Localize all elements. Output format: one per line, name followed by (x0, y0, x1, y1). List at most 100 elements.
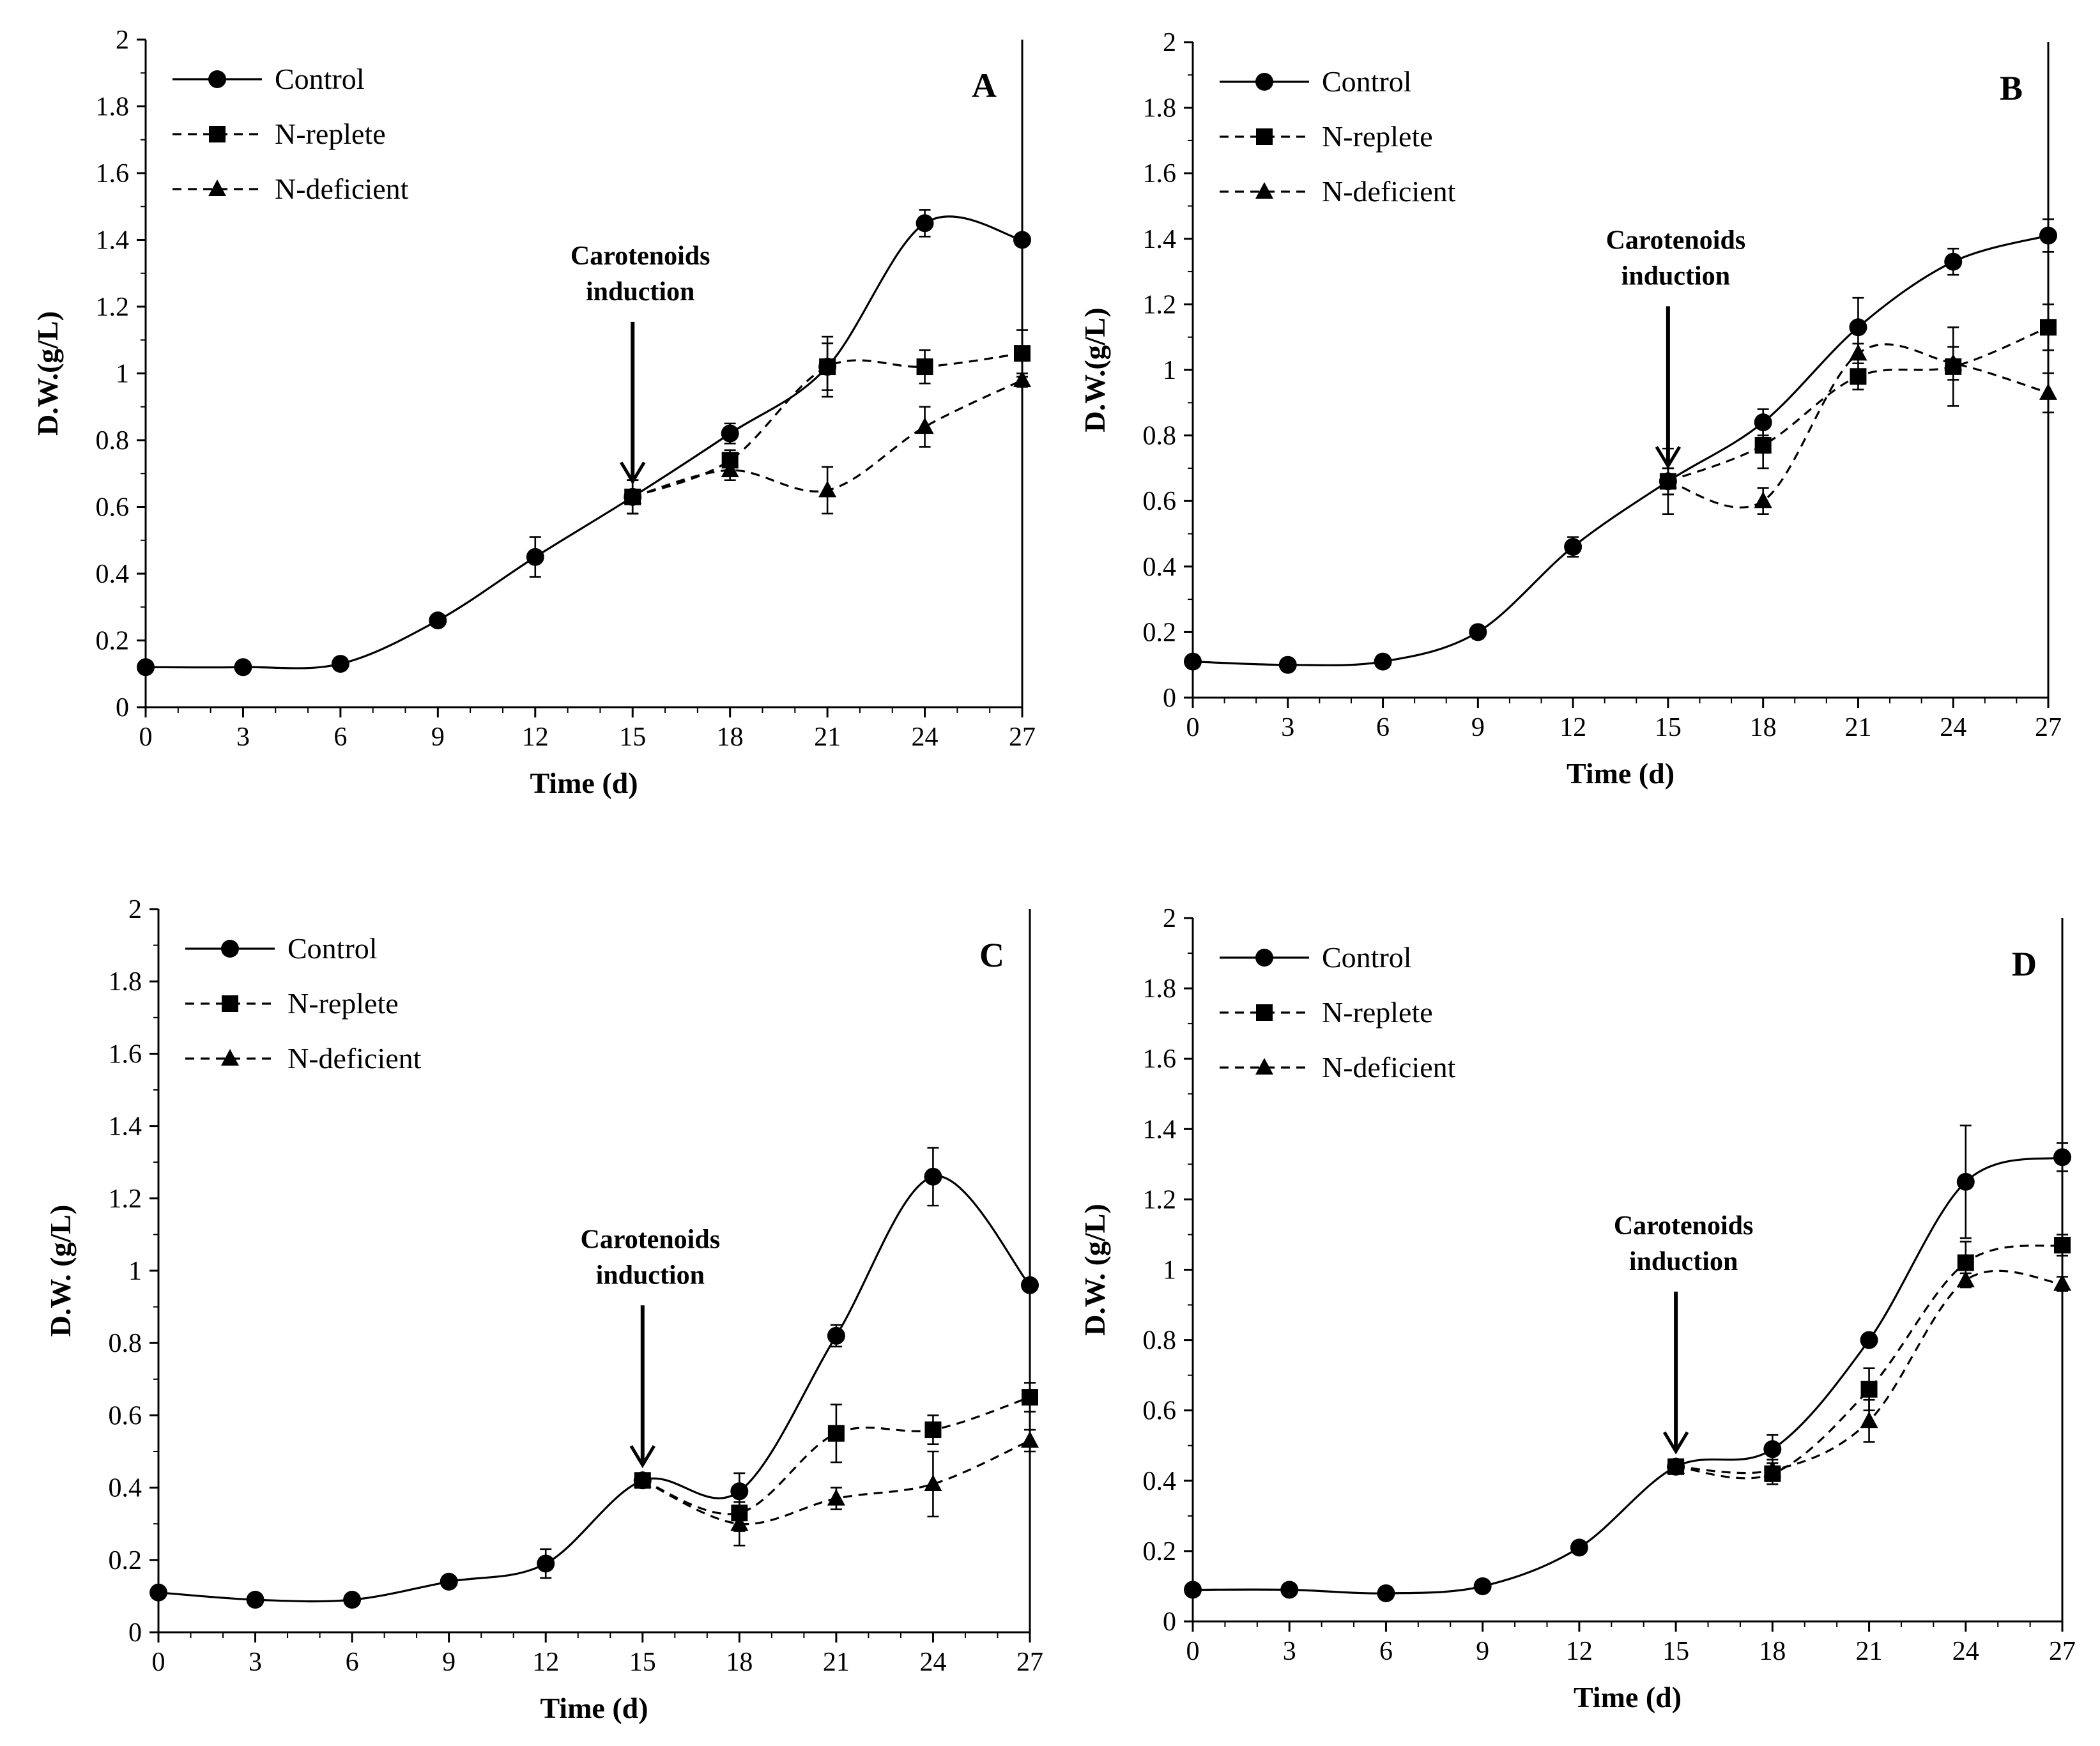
y-tick-label: 1.4 (109, 1112, 142, 1142)
y-tick-label: 0.6 (96, 493, 130, 523)
data-point (633, 1471, 652, 1488)
y-tick-label: 0.8 (109, 1329, 142, 1358)
x-tick-label: 6 (1379, 1637, 1393, 1666)
y-tick-label: 0.4 (1143, 1467, 1177, 1496)
y-axis-label: D.W.(g/L) (1078, 307, 1111, 432)
y-tick-label: 1.8 (109, 967, 142, 997)
data-point (537, 1554, 555, 1573)
x-tick-label: 21 (814, 723, 841, 752)
legend-marker (1255, 1058, 1273, 1075)
y-tick-label: 1.6 (109, 1039, 142, 1069)
induction-annotation: Carotenoids induction (1614, 1211, 1754, 1455)
x-tick-label: 6 (1376, 713, 1390, 742)
legend-label: Control (1322, 941, 1412, 974)
legend-marker (1255, 949, 1273, 967)
x-tick-label: 12 (1566, 1637, 1593, 1666)
y-tick-label: 1.6 (1143, 1045, 1177, 1074)
x-tick-label: 27 (2049, 1637, 2076, 1666)
data-point (1849, 344, 1867, 361)
data-point (827, 1326, 845, 1345)
y-tick-label: 0.8 (1143, 422, 1177, 451)
x-tick-label: 24 (912, 723, 939, 752)
panel-letter: C (979, 936, 1004, 974)
data-point (2053, 1274, 2071, 1291)
data-point (1860, 1381, 1878, 1398)
legend-marker (208, 70, 226, 88)
annotation-line: induction (1621, 261, 1730, 291)
y-tick-label: 1 (128, 1257, 142, 1286)
induction-arrow-head (1662, 1431, 1689, 1455)
data-point (1944, 353, 1963, 371)
x-tick-label: 27 (1009, 723, 1036, 752)
x-tick-label: 15 (1655, 713, 1682, 742)
series-control (149, 1147, 1039, 1609)
y-axis-label: D.W. (g/L) (44, 1205, 77, 1337)
data-point (2053, 1148, 2071, 1167)
data-point (1754, 436, 1772, 454)
data-point (1667, 1457, 1685, 1474)
x-tick-label: 6 (333, 723, 347, 752)
annotation-line: induction (1629, 1247, 1738, 1276)
y-tick-label: 0 (1163, 684, 1176, 713)
data-point (924, 1421, 942, 1439)
legend-marker (1255, 182, 1273, 199)
y-axis-label: D.W. (g/L) (1078, 1204, 1111, 1336)
chart-panel-b: 0 0.2 0.4 0.6 0.8 1 1.2 1.4 1.6 1.8 2 0 3 6 9 12 15 18 21 2… (1078, 28, 2062, 790)
data-point (1278, 655, 1297, 674)
annotation-line: induction (586, 277, 694, 307)
data-point (1763, 1460, 1782, 1478)
legend-label: N-deficient (275, 172, 409, 205)
x-tick-label: 15 (629, 1648, 656, 1677)
y-tick-label: 1.4 (1143, 1115, 1177, 1144)
x-axis-label: Time (d) (540, 1692, 648, 1724)
y-tick-label: 1.2 (1143, 290, 1177, 319)
x-tick-label: 3 (1281, 713, 1294, 742)
chart-panel-a: 0 0.2 0.4 0.6 0.8 1 1.2 1.4 1.6 1.8 2 0 3 6 9 12 15 18 21 2… (31, 26, 1036, 799)
legend-label: Control (1322, 65, 1412, 98)
data-point (1850, 368, 1867, 385)
series-line (1667, 343, 2049, 509)
data-point (1374, 652, 1392, 671)
series-line (632, 352, 1023, 498)
y-tick-label: 0.6 (1143, 487, 1177, 516)
data-point (1944, 252, 1963, 271)
y-tick-label: 0.2 (1143, 618, 1177, 647)
legend: Control N-replete N-deficient (1220, 941, 1456, 1084)
y-tick-label: 1.8 (96, 93, 130, 122)
data-point (916, 214, 934, 233)
legend-label: N-deficient (287, 1042, 422, 1075)
x-tick-label: 21 (1856, 1637, 1883, 1666)
data-point (730, 1514, 749, 1531)
annotation-line: Carotenoids (580, 1225, 720, 1254)
data-point (1469, 623, 1487, 641)
y-tick-label: 0.4 (96, 560, 130, 589)
y-tick-label: 1.4 (1143, 225, 1177, 254)
data-point (721, 424, 739, 443)
legend-label: Control (275, 63, 365, 95)
annotation-line: induction (596, 1260, 705, 1290)
panel-letter: A (972, 66, 997, 105)
y-tick-label: 0 (128, 1618, 142, 1648)
y-tick-label: 1.2 (96, 293, 130, 322)
data-point (916, 417, 934, 434)
x-tick-label: 9 (431, 723, 445, 752)
legend-marker (221, 1049, 239, 1066)
x-tick-label: 0 (139, 723, 153, 752)
series-line (642, 1396, 1031, 1515)
data-point (137, 658, 155, 677)
data-point (1014, 345, 1031, 362)
data-point (1184, 1581, 1202, 1599)
x-tick-label: 18 (1750, 713, 1777, 742)
x-tick-label: 21 (823, 1648, 850, 1677)
legend: Control N-replete N-deficient (172, 63, 409, 205)
x-tick-label: 0 (1186, 713, 1200, 742)
data-point (331, 655, 349, 673)
x-axis-label: Time (d) (1567, 757, 1675, 790)
legend-marker (209, 126, 226, 142)
y-tick-label: 0.2 (96, 627, 130, 656)
annotation-line: Carotenoids (1614, 1211, 1754, 1241)
data-point (624, 487, 642, 504)
series-control (1184, 218, 2057, 674)
data-point (246, 1591, 264, 1609)
legend-label: N-replete (1322, 996, 1433, 1029)
